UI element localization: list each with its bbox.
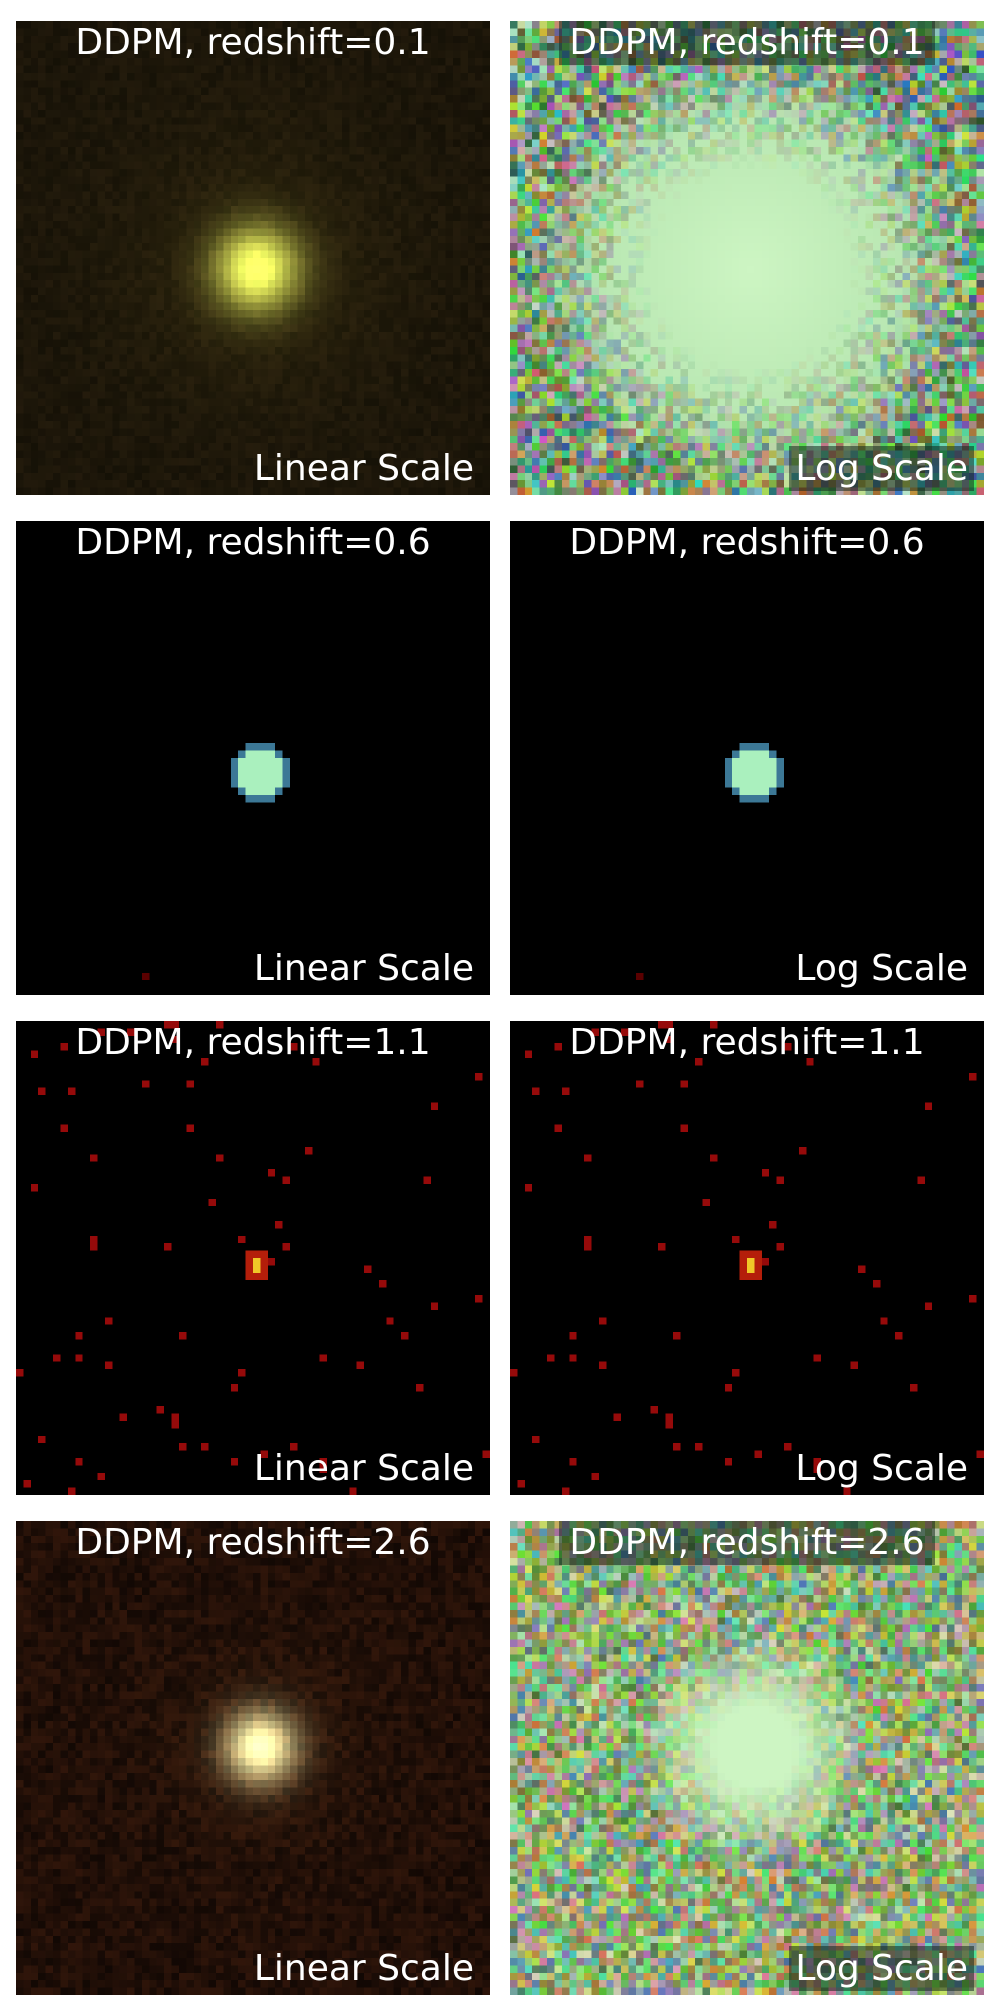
galaxy-image (16, 1021, 490, 1495)
scale-label: Linear Scale (248, 947, 480, 991)
panel-title: DDPM, redshift=0.1 (510, 21, 984, 65)
panel-title: DDPM, redshift=1.1 (510, 1021, 984, 1065)
panel-title-text: DDPM, redshift=1.1 (569, 1022, 925, 1063)
scale-label: Log Scale (789, 947, 974, 991)
panel-title: DDPM, redshift=2.6 (16, 1521, 490, 1565)
galaxy-image (510, 1521, 984, 1995)
panel-title: DDPM, redshift=2.6 (510, 1521, 984, 1565)
scale-label: Linear Scale (248, 1947, 480, 1991)
panel-title-text: DDPM, redshift=0.6 (75, 522, 431, 563)
panel-z06-log: DDPM, redshift=0.6 Log Scale (510, 521, 984, 995)
scale-label-text: Log Scale (795, 1448, 968, 1489)
galaxy-image (16, 521, 490, 995)
galaxy-image (510, 1021, 984, 1495)
scale-label: Log Scale (789, 446, 974, 491)
panel-title-text: DDPM, redshift=0.1 (75, 22, 431, 63)
panel-title: DDPM, redshift=0.6 (510, 521, 984, 565)
scale-label: Log Scale (789, 1946, 974, 1991)
panel-z11-log: DDPM, redshift=1.1 Log Scale (510, 1021, 984, 1495)
scale-label-text: Linear Scale (253, 1948, 474, 1989)
panel-title-text: DDPM, redshift=0.1 (559, 21, 935, 65)
panel-z26-linear: DDPM, redshift=2.6 Linear Scale (16, 1521, 490, 1995)
panel-z01-log: DDPM, redshift=0.1 Log Scale (510, 21, 984, 495)
galaxy-image (510, 21, 984, 495)
scale-label-text: Log Scale (795, 948, 968, 989)
scale-label: Linear Scale (248, 447, 480, 491)
scale-label-text: Linear Scale (253, 1448, 474, 1489)
scale-label: Linear Scale (248, 1447, 480, 1491)
scale-label-text: Linear Scale (253, 948, 474, 989)
galaxy-image (510, 521, 984, 995)
panel-z26-log: DDPM, redshift=2.6 Log Scale (510, 1521, 984, 1995)
panel-title: DDPM, redshift=0.1 (16, 21, 490, 65)
scale-label-text: Linear Scale (253, 448, 474, 489)
panel-z01-linear: DDPM, redshift=0.1 Linear Scale (16, 21, 490, 495)
panel-title-text: DDPM, redshift=1.1 (75, 1022, 431, 1063)
panel-title-text: DDPM, redshift=2.6 (559, 1521, 935, 1565)
panel-z06-linear: DDPM, redshift=0.6 Linear Scale (16, 521, 490, 995)
panel-title-text: DDPM, redshift=2.6 (75, 1522, 431, 1563)
scale-label-text: Log Scale (789, 446, 974, 491)
galaxy-image (16, 21, 490, 495)
scale-label-text: Log Scale (789, 1946, 974, 1991)
panel-title: DDPM, redshift=0.6 (16, 521, 490, 565)
panel-title: DDPM, redshift=1.1 (16, 1021, 490, 1065)
panel-title-text: DDPM, redshift=0.6 (569, 522, 925, 563)
scale-label: Log Scale (789, 1447, 974, 1491)
panel-z11-linear: DDPM, redshift=1.1 Linear Scale (16, 1021, 490, 1495)
galaxy-image (16, 1521, 490, 1995)
